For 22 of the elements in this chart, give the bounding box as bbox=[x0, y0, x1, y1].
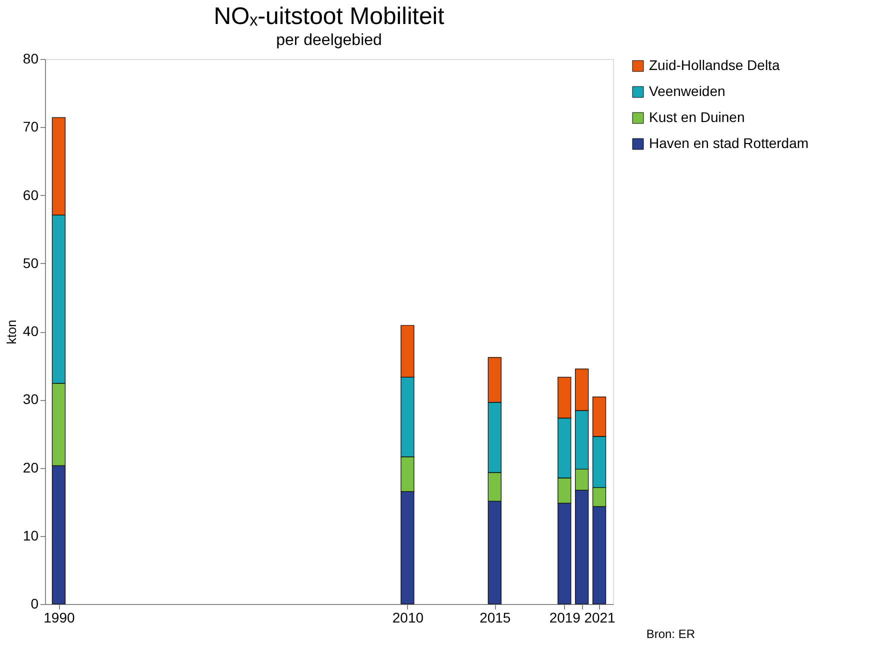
legend-label: Haven en stad Rotterdam bbox=[649, 135, 809, 151]
legend-label: Kust en Duinen bbox=[649, 109, 745, 125]
legend-label: Veenweiden bbox=[649, 83, 726, 99]
y-tick-label: 60 bbox=[22, 186, 39, 203]
x-tick-label: 1990 bbox=[44, 610, 75, 626]
chart-subtitle: per deelgebied bbox=[276, 32, 382, 49]
text: Bron: ER bbox=[646, 627, 696, 641]
x-tick-label: 2021 bbox=[584, 610, 616, 626]
y-tick-label: 80 bbox=[22, 50, 39, 66]
y-tick-label: 20 bbox=[22, 459, 39, 476]
y-tick-label: 50 bbox=[22, 254, 39, 271]
legend-label: Zuid-Hollandse Delta bbox=[649, 57, 780, 73]
y-tick-label: 10 bbox=[22, 527, 39, 544]
y-tick-label: 70 bbox=[22, 118, 39, 135]
x-tick-label: 2010 bbox=[392, 610, 424, 626]
chart-title: NOₓ-uitstoot Mobiliteit bbox=[214, 3, 445, 30]
x-tick-label: 2019 bbox=[549, 610, 581, 626]
y-axis-title: kton bbox=[4, 320, 19, 344]
y-tick-label: 0 bbox=[30, 596, 39, 612]
y-tick-label: 40 bbox=[22, 323, 39, 339]
x-tick-label: 2015 bbox=[480, 610, 511, 626]
y-tick-label: 30 bbox=[22, 391, 39, 408]
